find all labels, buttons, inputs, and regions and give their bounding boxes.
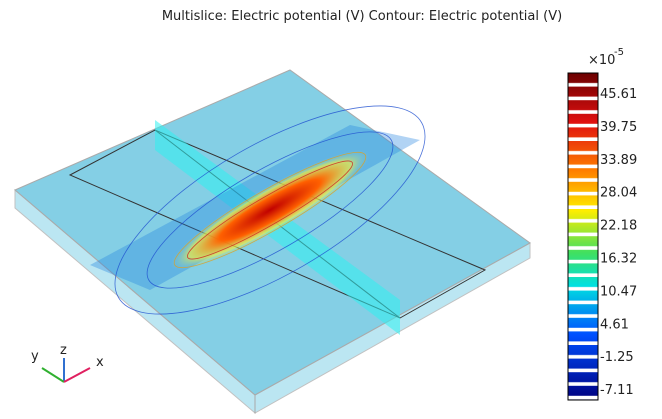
colorbar-tick-label: -1.25	[600, 350, 634, 365]
colorbar-tick-label: 39.75	[600, 120, 637, 135]
colorbar-tick-label: 33.89	[600, 153, 637, 168]
axis-label-y: y	[31, 349, 39, 364]
geometry	[15, 66, 530, 413]
colorbar-tick-label: 22.18	[600, 219, 637, 234]
colorbar-multiplier: ×10	[588, 53, 615, 68]
axis-label-x: x	[96, 355, 104, 370]
colorbar-exponent: -5	[614, 47, 624, 58]
colorbar: ×10 -5 45.61 39.75 33.89 28.04 22.18 16.32 10.…	[568, 47, 637, 400]
colorbar-tick-label: 45.61	[600, 87, 637, 102]
colorbar-tick-label: 10.47	[600, 284, 637, 299]
colorbar-stripes	[568, 73, 598, 400]
colorbar-tick-label: 28.04	[600, 186, 637, 201]
plot: Multislice: Electric potential (V) Conto…	[0, 0, 662, 419]
colorbar-tick-label: 16.32	[600, 252, 637, 267]
screenshot: Multislice: Electric potential (V) Conto…	[0, 0, 662, 419]
colorbar-tick-label: 4.61	[600, 317, 629, 332]
colorbar-tick-label: -7.11	[600, 383, 634, 398]
axis-label-z: z	[60, 343, 67, 358]
axes-triad: y z x	[31, 343, 104, 382]
plot-title: Multislice: Electric potential (V) Conto…	[162, 9, 562, 24]
